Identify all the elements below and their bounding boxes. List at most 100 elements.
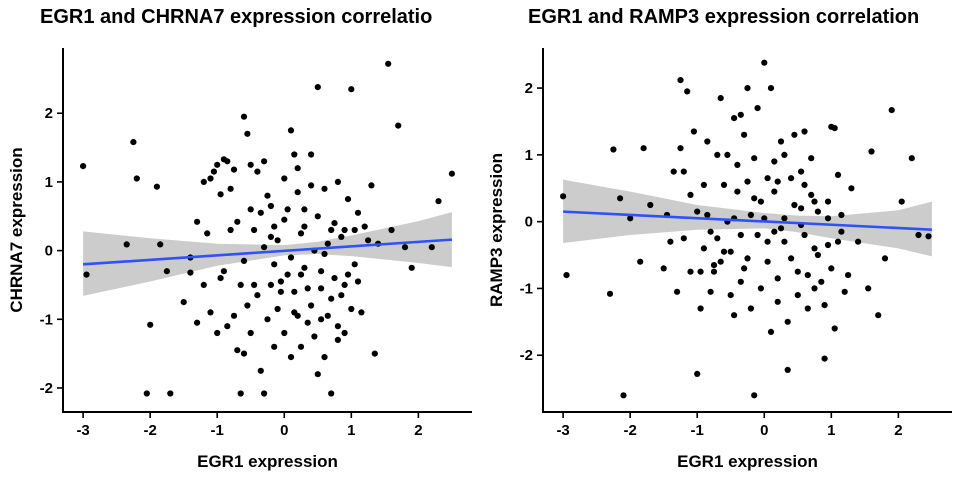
- data-point: [237, 390, 244, 397]
- data-point: [824, 241, 832, 249]
- data-point: [318, 285, 325, 292]
- data-point: [811, 198, 818, 205]
- data-point: [294, 165, 301, 172]
- data-point: [808, 191, 815, 198]
- data-point: [224, 158, 231, 165]
- data-point: [143, 390, 150, 397]
- data-point: [828, 265, 835, 272]
- data-point: [167, 390, 174, 397]
- data-point: [824, 198, 832, 205]
- data-point: [331, 220, 338, 227]
- data-point: [814, 208, 821, 215]
- data-point: [811, 245, 818, 252]
- data-point: [230, 166, 238, 173]
- data-point: [230, 312, 238, 319]
- data-point: [341, 281, 348, 288]
- data-point: [204, 230, 211, 237]
- data-point: [700, 245, 707, 252]
- y-tick-label: -1: [520, 280, 533, 297]
- data-point: [291, 151, 298, 158]
- data-point: [801, 128, 808, 135]
- chart-title: EGR1 and CHRNA7 expression correlatio: [40, 6, 433, 28]
- data-point: [717, 95, 724, 102]
- data-point: [707, 228, 714, 235]
- data-point: [334, 336, 341, 343]
- data-point: [294, 189, 301, 196]
- data-point: [794, 268, 801, 275]
- data-point: [687, 191, 694, 198]
- data-point: [747, 211, 754, 219]
- data-point: [717, 258, 724, 265]
- y-tick-label: 1: [45, 174, 53, 191]
- data-point: [301, 223, 308, 230]
- data-point: [247, 161, 254, 168]
- data-point: [737, 278, 744, 285]
- data-point: [744, 178, 751, 185]
- data-point: [194, 218, 201, 225]
- data-point: [620, 392, 627, 399]
- x-tick-label: -3: [556, 422, 569, 439]
- data-point: [788, 255, 795, 262]
- regression-line: [83, 238, 452, 266]
- data-point: [321, 354, 328, 361]
- data-point: [744, 85, 751, 92]
- data-point: [898, 198, 905, 205]
- data-point: [227, 185, 234, 192]
- data-point: [915, 231, 922, 239]
- data-point: [365, 237, 372, 244]
- data-point: [308, 302, 315, 309]
- data-point: [297, 343, 305, 350]
- data-point: [764, 258, 771, 265]
- y-tick-label: -2: [520, 347, 533, 364]
- data-point: [831, 125, 838, 132]
- data-point: [341, 226, 348, 234]
- data-point: [563, 272, 570, 279]
- data-point: [747, 305, 754, 312]
- data-point: [801, 181, 808, 188]
- data-point: [710, 268, 718, 275]
- data-point: [80, 163, 87, 170]
- data-point: [348, 305, 355, 313]
- data-point: [821, 355, 828, 362]
- data-point: [834, 171, 842, 178]
- data-point: [408, 264, 415, 271]
- data-point: [774, 298, 781, 305]
- data-point: [328, 390, 335, 397]
- data-point: [821, 302, 828, 309]
- data-point: [734, 188, 741, 195]
- data-point: [388, 226, 395, 234]
- data-point: [428, 244, 435, 251]
- data-point: [200, 281, 207, 288]
- data-point: [845, 272, 852, 279]
- data-point: [838, 211, 845, 219]
- x-tick-label: -1: [211, 422, 224, 439]
- data-point: [700, 181, 707, 188]
- data-point: [338, 233, 345, 240]
- data-point: [123, 241, 130, 248]
- data-point: [855, 238, 862, 245]
- data-point: [737, 231, 744, 239]
- data-point: [804, 272, 811, 279]
- data-point: [771, 228, 778, 235]
- data-point: [794, 292, 801, 299]
- data-point: [83, 271, 90, 278]
- data-point: [841, 288, 848, 295]
- data-point: [368, 182, 375, 189]
- x-tick-label: 1: [827, 422, 835, 439]
- data-point: [767, 85, 775, 92]
- data-point: [824, 215, 832, 222]
- data-point: [281, 329, 288, 337]
- data-point: [757, 198, 764, 205]
- data-point: [281, 216, 288, 223]
- data-point: [781, 151, 788, 158]
- confidence-band: [563, 179, 932, 257]
- data-point: [308, 151, 315, 158]
- data-point: [318, 316, 325, 323]
- data-point: [271, 223, 278, 230]
- data-point: [227, 226, 234, 234]
- y-tick-label: 0: [525, 214, 533, 231]
- data-point: [674, 288, 681, 295]
- data-point: [697, 305, 704, 312]
- data-point: [200, 178, 207, 185]
- data-point: [274, 237, 281, 244]
